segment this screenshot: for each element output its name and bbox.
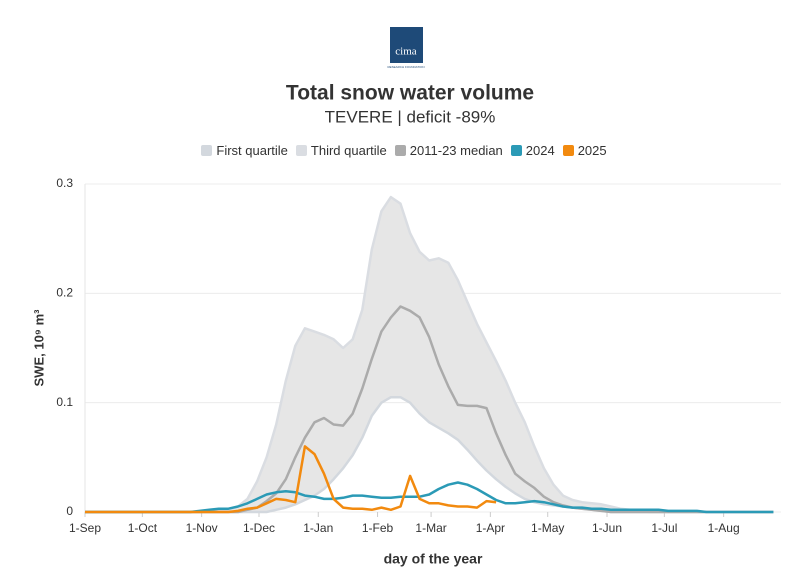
- quartile-band: [85, 197, 774, 512]
- legend-item[interactable]: 2011-23 median: [394, 143, 503, 158]
- y-tick-label: 0.1: [56, 395, 73, 409]
- x-tick-label: 1-Oct: [128, 521, 158, 535]
- x-tick-label: 1-Jan: [303, 521, 333, 535]
- x-tick-label: 1-Nov: [186, 521, 218, 535]
- x-axis-label: day of the year: [384, 551, 483, 567]
- x-tick-label: 1-May: [531, 521, 564, 535]
- logo-text: cima: [395, 46, 416, 58]
- legend-item[interactable]: 2024: [510, 143, 555, 158]
- legend-item[interactable]: 2025: [562, 143, 607, 158]
- legend-swatch: [562, 145, 574, 156]
- legend-label: 2011-23 median: [409, 143, 503, 158]
- x-tick-label: 1-Jun: [592, 521, 622, 535]
- y-tick-label: 0.2: [56, 286, 73, 300]
- chart-title: Total snow water volume: [286, 82, 534, 105]
- x-tick-label: 1-Jul: [651, 521, 677, 535]
- legend-label: Third quartile: [310, 143, 387, 158]
- x-tick-label: 1-Feb: [362, 521, 394, 535]
- logo-box: [390, 27, 423, 63]
- legend-label: 2025: [577, 143, 607, 158]
- legend-swatch: [201, 145, 213, 156]
- y-axis-label: SWE, 10⁹ m³: [31, 309, 46, 387]
- x-tick-label: 1-Aug: [708, 521, 740, 535]
- legend-item[interactable]: Third quartile: [295, 143, 387, 158]
- chart-subtitle: TEVERE | deficit -89%: [325, 107, 496, 126]
- legend-swatch: [394, 145, 406, 156]
- x-tick-label: 1-Mar: [415, 521, 446, 535]
- x-tick-label: 1-Dec: [243, 521, 275, 535]
- series-line: [85, 445, 497, 514]
- legend-label: 2024: [525, 143, 555, 158]
- x-tick-label: 1-Sep: [69, 521, 101, 535]
- legend: First quartile Third quartile 2011-23 medi…: [0, 143, 808, 158]
- x-tick-label: 1-Apr: [476, 521, 505, 535]
- legend-item[interactable]: First quartile: [201, 143, 288, 158]
- logo-subtext: RESEARCH FOUNDATION: [387, 65, 424, 69]
- y-tick-label: 0.3: [56, 176, 73, 190]
- series-line: [85, 481, 774, 514]
- y-tick-label: 0: [66, 504, 73, 518]
- legend-swatch: [510, 145, 522, 156]
- legend-swatch: [295, 145, 307, 156]
- legend-label: First quartile: [216, 143, 288, 158]
